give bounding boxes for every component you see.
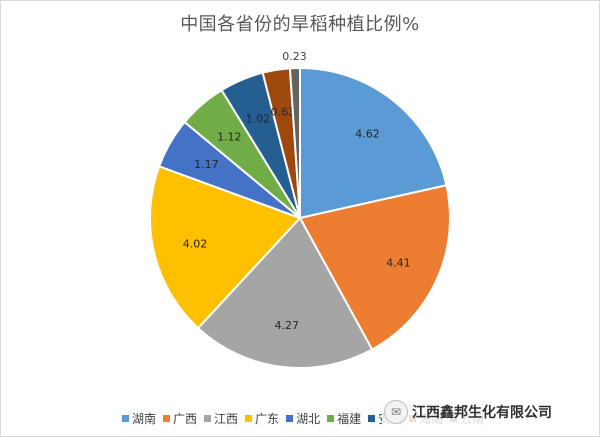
data-label-海南: 0.63	[271, 105, 296, 118]
legend-item-湖南: 湖南	[122, 410, 156, 427]
data-label-江西: 4.27	[275, 319, 300, 332]
legend-item-广东: 广东	[245, 410, 279, 427]
pie-slice-湖南	[299, 66, 448, 220]
watermark-text: 江西鑫邦生化有限公司	[412, 405, 552, 421]
chart-title: 中国各省份的旱稻种植比例%	[180, 14, 420, 35]
legend-label: 广西	[173, 411, 198, 426]
legend-label: 江西	[214, 411, 239, 426]
legend-swatch	[368, 414, 376, 422]
legend-swatch	[286, 414, 294, 422]
legend-swatch	[122, 414, 129, 422]
legend-swatch	[245, 414, 253, 422]
legend-swatch	[204, 414, 212, 422]
legend-item-湖北: 湖北	[286, 410, 320, 427]
legend-item-福建: 福建	[327, 410, 361, 427]
data-label-湖北: 1.17	[194, 158, 219, 171]
pie-slice-广东	[149, 165, 302, 330]
data-label-安徽: 1.02	[246, 113, 271, 126]
data-label-福建: 1.12	[217, 130, 242, 143]
legend-swatch	[327, 414, 335, 422]
legend-label: 湖北	[296, 411, 321, 426]
data-label-云南: 0.23	[282, 50, 307, 63]
legend-label: 广东	[255, 411, 280, 426]
legend-item-广西: 广西	[163, 410, 197, 427]
legend-label: 福建	[337, 411, 362, 426]
data-label-广东: 4.02	[183, 237, 208, 250]
legend-item-江西: 江西	[204, 410, 238, 427]
pie-slice-广西	[298, 184, 451, 351]
pie-slice-云南	[288, 66, 301, 219]
watermark: ✉ 江西鑫邦生化有限公司	[382, 398, 556, 426]
data-label-湖南: 4.62	[355, 128, 380, 141]
wechat-icon: ✉	[384, 400, 408, 424]
data-label-广西: 4.41	[386, 256, 411, 269]
legend-label: 湖南	[132, 411, 157, 426]
pie-slice-江西	[196, 216, 374, 369]
legend-swatch	[163, 414, 171, 422]
